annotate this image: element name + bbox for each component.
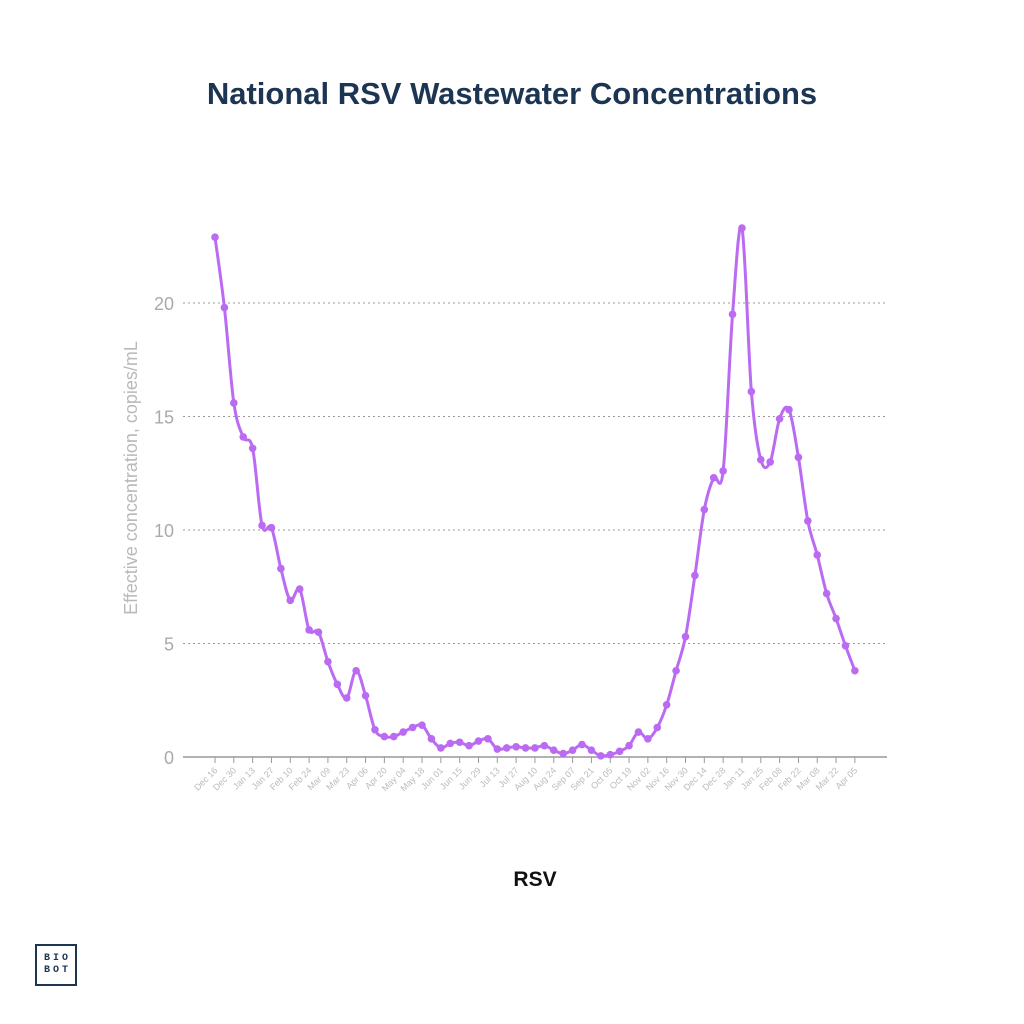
data-point [691, 571, 699, 580]
data-point [324, 657, 332, 666]
data-point [427, 735, 436, 743]
data-point [709, 473, 718, 482]
data-point [380, 732, 389, 741]
x-tick-label: Apr 05 [833, 765, 859, 791]
y-tick-label: 5 [164, 635, 174, 655]
data-point [418, 721, 426, 730]
data-point [719, 467, 727, 475]
biobot-logo: BIO BOT [35, 944, 77, 986]
data-point [851, 666, 859, 675]
data-point [342, 694, 351, 702]
data-point [211, 233, 219, 241]
data-point [681, 632, 690, 641]
data-point [644, 735, 652, 743]
data-point [333, 680, 342, 689]
data-point [587, 746, 596, 754]
data-point [672, 666, 680, 675]
data-point [512, 742, 520, 751]
data-point [775, 414, 784, 423]
data-point [465, 741, 473, 750]
data-point [794, 453, 803, 462]
data-point [248, 444, 257, 453]
data-points [211, 224, 859, 760]
logo-line-1: BIO [43, 953, 71, 964]
data-point [267, 523, 276, 532]
data-point [371, 725, 379, 734]
data-point [531, 744, 539, 752]
data-point [437, 744, 445, 752]
data-point [841, 641, 850, 650]
data-point [578, 740, 586, 749]
data-point [625, 741, 633, 750]
data-point [455, 738, 464, 747]
data-point [615, 747, 624, 756]
data-point [653, 723, 662, 732]
y-tick-label: 20 [154, 294, 174, 314]
data-point [549, 746, 558, 754]
data-point [361, 691, 370, 700]
data-point [295, 585, 304, 593]
data-point [568, 746, 577, 754]
data-point [258, 521, 266, 530]
data-point [408, 723, 417, 732]
y-tick-label: 10 [154, 521, 174, 541]
data-point [738, 224, 746, 232]
data-point [230, 399, 238, 407]
data-point [832, 614, 840, 623]
data-point [305, 626, 313, 634]
data-point [813, 551, 822, 559]
data-point [662, 700, 671, 709]
data-point [389, 732, 398, 741]
y-tick-label: 0 [164, 748, 174, 768]
data-point [766, 458, 774, 466]
y-tick-label: 15 [154, 408, 174, 428]
data-point [446, 739, 455, 748]
data-point [502, 744, 511, 752]
data-point [559, 749, 567, 758]
chart-title: National RSV Wastewater Concentrations [206, 76, 818, 111]
data-point [597, 752, 605, 760]
data-point [399, 728, 408, 736]
data-point [804, 517, 812, 525]
data-point [634, 728, 643, 736]
y-axis-title: Effective concentration, copies/mL [121, 341, 141, 615]
data-point [540, 741, 549, 750]
logo-line-2: BOT [43, 965, 71, 976]
data-point [493, 745, 502, 753]
gridlines [183, 302, 887, 644]
data-point [700, 505, 709, 514]
x-tick-label: Jul 13 [478, 765, 502, 789]
data-point [286, 596, 295, 605]
data-point [728, 310, 737, 319]
data-point [822, 589, 831, 598]
data-point [277, 564, 285, 573]
data-point [352, 666, 360, 675]
y-axis: 0 5 10 15 20 [154, 294, 174, 768]
data-point [747, 387, 756, 396]
data-point [239, 433, 248, 441]
series-label: RSV [513, 868, 557, 891]
data-point [314, 628, 323, 636]
data-point [484, 735, 492, 743]
data-point [474, 737, 483, 745]
data-point [785, 405, 793, 414]
data-point [756, 455, 765, 464]
data-point [521, 744, 530, 752]
series-line [213, 224, 857, 758]
data-point [606, 750, 615, 759]
data-point [220, 303, 229, 312]
